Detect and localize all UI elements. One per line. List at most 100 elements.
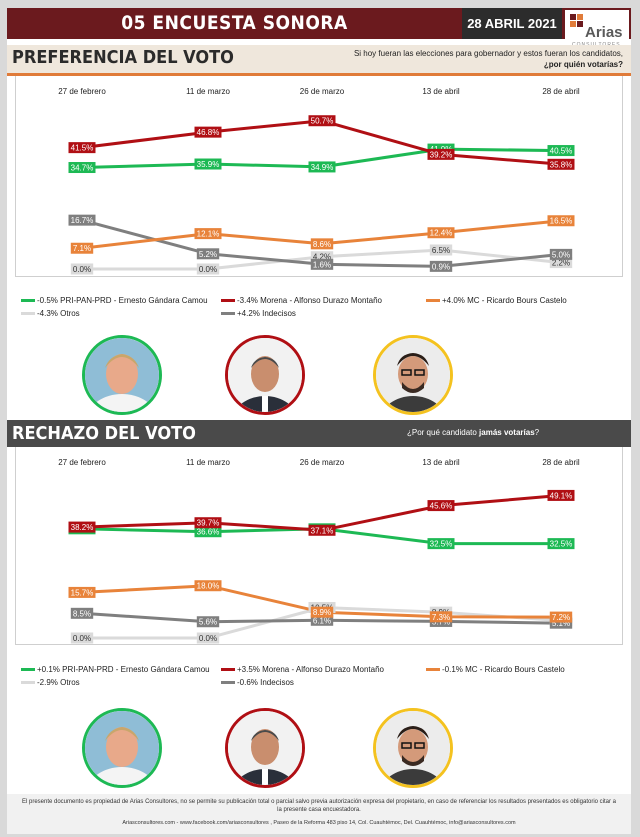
pref-data-label-bg-morena: [427, 148, 455, 160]
pref-legend-label-mc: +4.0% MC - Ricardo Bours Castelo: [442, 296, 567, 305]
rech-legend-swatch-otros: [21, 681, 35, 685]
rech-data-label-mc: 18.0%: [197, 582, 220, 591]
pref-data-label-mc: 16.5%: [550, 217, 573, 226]
portrait-durazo-icon: [228, 711, 302, 785]
rech-x-tick-label: 28 de abril: [542, 458, 580, 467]
rechazo-legend: +0.1% PRI-PAN-PRD - Ernesto Gándara Camo…: [21, 665, 621, 695]
rech-data-label-indecisos: 6.1%: [313, 616, 331, 625]
photo-bours-2: [373, 708, 453, 788]
portrait-durazo-icon: [228, 338, 302, 412]
pref-legend-item-indecisos: +4.2% Indecisos: [221, 309, 296, 318]
photo-durazo-1: [225, 335, 305, 415]
pref-data-label-bg-mc: [427, 227, 455, 239]
pref-legend-swatch-morena: [221, 299, 235, 303]
pref-data-label-morena: 35.8%: [550, 160, 573, 169]
rech-legend-item-mc: -0.1% MC - Ricardo Bours Castelo: [426, 665, 565, 674]
logo-name: Arias: [585, 24, 623, 41]
rech-data-label-bg-indecisos: [549, 617, 573, 629]
rech-data-label-morena: 37.1%: [311, 526, 334, 535]
rech-legend-swatch-morena: [221, 668, 235, 672]
portrait-bours-icon: [376, 338, 450, 412]
rech-legend-label-otros: -2.9% Otros: [37, 678, 80, 687]
rech-data-label-bg-mc: [429, 611, 453, 623]
rech-data-label-bg-pri: [427, 538, 455, 550]
pref-data-label-otros: 0.0%: [199, 265, 217, 274]
pref-legend-item-pri: -0.5% PRI-PAN-PRD - Ernesto Gándara Camo…: [21, 296, 208, 305]
rech-x-tick-label: 13 de abril: [422, 458, 460, 467]
page: 05 ENCUESTA SONORA 28 ABRIL 2021 Arias C…: [7, 8, 631, 834]
pref-data-label-indecisos: 5.2%: [199, 250, 217, 259]
pref-data-label-indecisos: 5.0%: [552, 250, 570, 259]
pref-data-label-bg-indecisos: [549, 248, 573, 260]
pref-data-label-bg-otros: [196, 263, 220, 275]
pref-legend-swatch-mc: [426, 299, 440, 303]
pref-data-label-bg-mc: [547, 215, 575, 227]
rech-legend-swatch-pri: [21, 668, 35, 672]
pref-legend-label-indecisos: +4.2% Indecisos: [237, 309, 296, 318]
pref-data-label-bg-pri: [308, 161, 336, 173]
footer-disclaimer: El presente documento es propiedad de Ar…: [21, 799, 616, 813]
pref-data-label-bg-indecisos: [68, 214, 96, 226]
pref-x-tick-label: 26 de marzo: [300, 87, 345, 96]
page-title: 05 ENCUESTA SONORA: [121, 12, 348, 34]
pref-data-label-mc: 8.6%: [313, 240, 331, 249]
pref-data-label-bg-morena: [194, 126, 222, 138]
rechazo-title: RECHAZO DEL VOTO: [12, 423, 196, 444]
rech-legend-label-morena: +3.5% Morena - Alfonso Durazo Montaño: [237, 665, 384, 674]
photo-bours-1: [373, 335, 453, 415]
rech-data-label-bg-mc: [68, 586, 96, 598]
pref-data-label-mc: 12.1%: [197, 230, 220, 239]
rech-legend-item-morena: +3.5% Morena - Alfonso Durazo Montaño: [221, 665, 384, 674]
rech-data-label-bg-morena: [194, 517, 222, 529]
preferencia-chart: 27 de febrero 11 de marzo 26 de marzo 13 de…: [58, 87, 580, 275]
rech-data-label-bg-mc: [310, 606, 334, 618]
pref-data-label-morena: 50.7%: [311, 117, 334, 126]
rech-data-label-bg-mc: [194, 580, 222, 592]
pref-data-label-morena: 39.2%: [430, 150, 453, 159]
preferencia-legend: -0.5% PRI-PAN-PRD - Ernesto Gándara Camo…: [21, 296, 621, 326]
pref-data-label-indecisos: 16.7%: [71, 216, 94, 225]
pref-data-label-otros: 0.0%: [73, 265, 91, 274]
pref-data-label-mc: 12.4%: [430, 229, 453, 238]
rech-data-label-morena: 39.7%: [197, 519, 220, 528]
rech-legend-item-pri: +0.1% PRI-PAN-PRD - Ernesto Gándara Camo…: [21, 665, 210, 674]
rech-legend-item-indecisos: -0.6% Indecisos: [221, 678, 294, 687]
rech-x-tick-label: 26 de marzo: [300, 458, 345, 467]
rechazo-question-suffix: ?: [534, 428, 540, 437]
footer: El presente documento es propiedad de Ar…: [7, 794, 631, 834]
pref-data-label-bg-indecisos: [429, 260, 453, 272]
rech-data-label-bg-otros: [196, 632, 220, 644]
rech-legend-swatch-indecisos: [221, 681, 235, 685]
pref-data-label-bg-mc: [70, 242, 94, 254]
rech-data-label-bg-mc: [549, 611, 573, 623]
rech-data-label-indecisos: 8.5%: [73, 609, 91, 618]
rech-data-label-bg-pri: [547, 538, 575, 550]
pref-legend-label-otros: -4.3% Otros: [37, 309, 80, 318]
pref-legend-swatch-indecisos: [221, 312, 235, 316]
arias-logo: Arias CONSULTORES: [565, 10, 629, 48]
footer-address: Ariasconsultores.com - www.facebook.com/…: [122, 820, 516, 826]
rech-data-label-bg-morena: [547, 489, 575, 501]
pref-data-label-indecisos: 1.6%: [313, 260, 331, 269]
rechazo-question-prefix: ¿Por qué candidato: [407, 428, 480, 437]
rechazo-header: RECHAZO DEL VOTO ¿Por qué candidato jamá…: [7, 420, 631, 447]
rech-data-label-morena: 49.1%: [550, 491, 573, 500]
rech-data-label-bg-otros: [70, 632, 94, 644]
portrait-bours-icon: [376, 711, 450, 785]
photo-gandara-1: [82, 335, 162, 415]
preferencia-title: PREFERENCIA DEL VOTO: [12, 47, 234, 68]
pref-data-label-bg-indecisos: [310, 258, 334, 270]
pref-legend-swatch-otros: [21, 312, 35, 316]
preferencia-question: Si hoy fueran las elecciones para gobern…: [303, 48, 623, 70]
pref-data-label-bg-otros: [310, 251, 334, 263]
pref-data-label-bg-morena: [68, 142, 96, 154]
pref-data-label-bg-indecisos: [196, 248, 220, 260]
rech-data-label-indecisos: 5.6%: [199, 618, 217, 627]
pref-data-label-bg-pri: [194, 158, 222, 170]
pref-x-tick-label: 13 de abril: [422, 87, 460, 96]
rech-data-label-pri: 32.5%: [550, 540, 573, 549]
pref-data-label-pri: 34.7%: [71, 164, 94, 173]
logo-mark-icon: [570, 14, 583, 27]
pref-data-label-pri: 40.5%: [550, 147, 573, 156]
portrait-gandara-icon: [85, 338, 159, 412]
